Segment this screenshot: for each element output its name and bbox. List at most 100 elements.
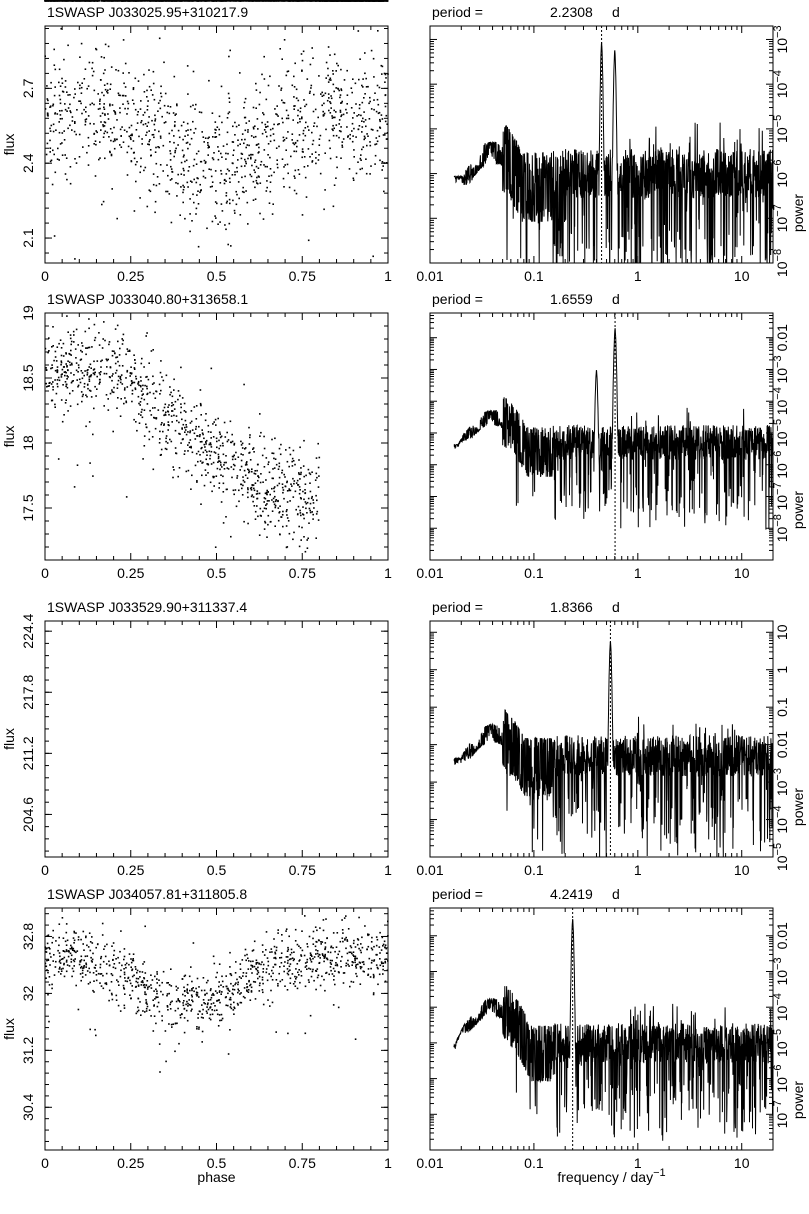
data-point <box>99 141 101 143</box>
data-point <box>184 426 186 429</box>
data-point <box>92 475 94 477</box>
data-point <box>80 86 83 89</box>
data-point <box>186 122 189 125</box>
data-point <box>358 104 361 106</box>
data-point <box>100 56 103 58</box>
data-point <box>110 973 113 975</box>
data-point <box>253 487 255 490</box>
data-point <box>120 0 123 2</box>
data-point <box>355 972 357 975</box>
period-value: 1.6559 <box>550 291 593 307</box>
data-point <box>171 410 174 412</box>
data-point <box>217 461 219 463</box>
data-point <box>379 159 381 162</box>
data-point <box>318 138 321 140</box>
data-point <box>365 172 368 175</box>
data-point <box>341 144 343 147</box>
data-point <box>374 92 376 94</box>
data-point <box>79 84 81 87</box>
data-point <box>122 94 125 97</box>
data-point <box>340 126 342 128</box>
data-point <box>301 117 303 120</box>
y-tick-label: 10−3 <box>772 768 790 796</box>
data-point <box>173 141 175 144</box>
data-point <box>69 0 71 2</box>
data-point <box>129 384 132 387</box>
data-point <box>61 82 64 84</box>
data-point <box>185 424 187 426</box>
data-point <box>313 0 316 2</box>
data-point <box>135 421 137 423</box>
data-point <box>297 169 300 171</box>
data-point <box>126 151 129 154</box>
data-point <box>155 146 157 149</box>
data-point <box>178 1000 180 1002</box>
data-point <box>346 69 348 72</box>
data-point <box>190 0 193 2</box>
data-point <box>314 108 317 111</box>
data-point <box>307 468 310 471</box>
data-point <box>113 110 115 112</box>
data-point <box>272 497 275 500</box>
data-point <box>208 79 210 82</box>
data-point <box>345 108 347 111</box>
data-point <box>114 111 116 113</box>
data-point <box>214 418 217 421</box>
data-point <box>189 439 192 441</box>
data-point <box>88 967 90 970</box>
data-point <box>341 146 344 148</box>
data-point <box>365 77 367 80</box>
x-tick-label: 0.5 <box>207 1155 227 1171</box>
data-point <box>305 502 308 505</box>
data-point <box>177 987 179 989</box>
data-point <box>56 366 59 368</box>
data-point <box>197 245 200 248</box>
data-point <box>193 0 195 2</box>
data-point <box>111 0 113 2</box>
data-point <box>163 424 165 426</box>
data-point <box>183 186 185 188</box>
data-point <box>309 509 311 512</box>
data-point <box>308 129 310 131</box>
data-point <box>210 437 212 439</box>
data-point <box>218 133 221 136</box>
data-point <box>106 359 108 362</box>
data-point <box>254 171 256 174</box>
data-point <box>165 411 167 414</box>
data-point <box>363 135 366 138</box>
data-point <box>202 451 205 454</box>
data-point <box>325 61 328 64</box>
data-point <box>78 133 81 136</box>
data-point <box>255 493 258 495</box>
data-point <box>132 88 135 91</box>
data-point <box>370 49 373 52</box>
data-point <box>48 350 50 352</box>
data-point <box>346 126 348 128</box>
x-tick-label: 0.25 <box>117 1155 144 1171</box>
data-point <box>254 198 257 200</box>
data-point <box>60 360 63 362</box>
data-point <box>195 0 197 2</box>
data-point <box>303 156 306 158</box>
data-point <box>136 429 138 432</box>
data-point <box>315 513 318 515</box>
data-point <box>51 367 54 369</box>
data-point <box>129 979 131 982</box>
data-point <box>265 131 267 133</box>
data-point <box>313 122 316 124</box>
data-point <box>113 386 115 389</box>
data-point <box>141 388 144 390</box>
data-point <box>323 112 326 115</box>
data-point <box>209 457 211 460</box>
data-point <box>70 372 72 374</box>
data-point <box>204 162 207 164</box>
data-point <box>300 473 302 476</box>
period-label: period = <box>432 291 483 307</box>
data-point <box>86 151 88 154</box>
data-point <box>93 89 96 92</box>
data-point <box>252 484 255 486</box>
data-point <box>59 102 62 105</box>
data-point <box>287 131 289 133</box>
data-point <box>160 448 163 451</box>
x-tick-label: 1 <box>634 565 642 581</box>
